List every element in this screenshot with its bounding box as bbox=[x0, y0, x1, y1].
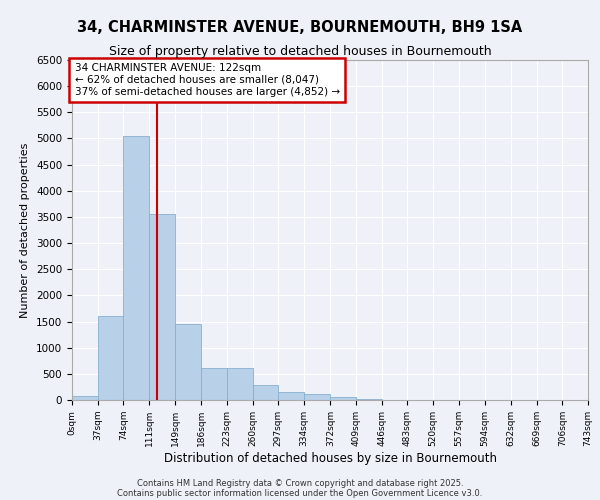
Bar bbox=[253, 385, 278, 400]
Bar bbox=[149, 214, 175, 400]
Bar bbox=[304, 394, 329, 400]
Bar bbox=[124, 136, 149, 400]
Text: 34, CHARMINSTER AVENUE, BOURNEMOUTH, BH9 1SA: 34, CHARMINSTER AVENUE, BOURNEMOUTH, BH9… bbox=[77, 20, 523, 35]
X-axis label: Distribution of detached houses by size in Bournemouth: Distribution of detached houses by size … bbox=[163, 452, 497, 464]
Text: Contains HM Land Registry data © Crown copyright and database right 2025.: Contains HM Land Registry data © Crown c… bbox=[137, 478, 463, 488]
Bar bbox=[201, 368, 227, 400]
Bar bbox=[175, 324, 201, 400]
Text: Contains public sector information licensed under the Open Government Licence v3: Contains public sector information licen… bbox=[118, 488, 482, 498]
Bar bbox=[227, 368, 253, 400]
Y-axis label: Number of detached properties: Number of detached properties bbox=[20, 142, 31, 318]
Bar bbox=[331, 397, 356, 400]
Bar bbox=[72, 396, 98, 400]
Text: 34 CHARMINSTER AVENUE: 122sqm
← 62% of detached houses are smaller (8,047)
37% o: 34 CHARMINSTER AVENUE: 122sqm ← 62% of d… bbox=[74, 64, 340, 96]
Bar bbox=[98, 316, 124, 400]
Bar bbox=[278, 392, 304, 400]
Text: Size of property relative to detached houses in Bournemouth: Size of property relative to detached ho… bbox=[109, 45, 491, 58]
